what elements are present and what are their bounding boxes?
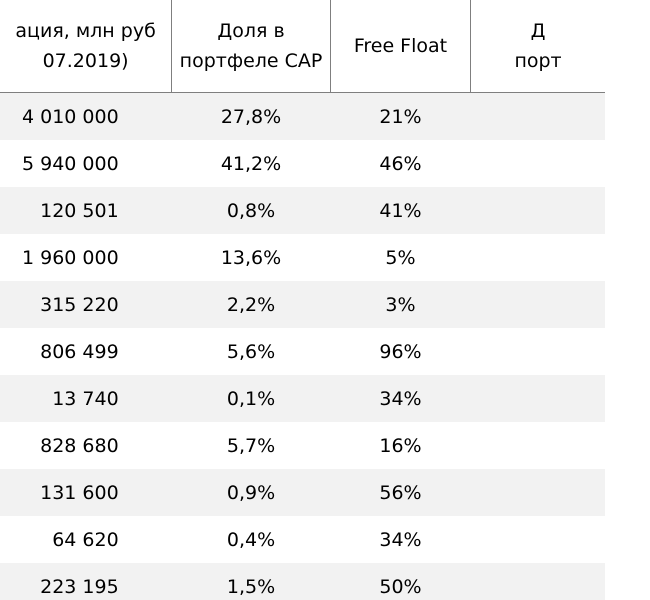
cell-portfolio-share[interactable]: 5,6%: [226, 340, 276, 363]
cell-free-float[interactable]: 96%: [379, 340, 422, 363]
header-cell-portfolio-share[interactable]: Доля в портфеле САР: [171, 0, 331, 93]
cell-next[interactable]: [470, 375, 605, 422]
cell-free-float[interactable]: 21%: [330, 92, 471, 140]
cell-free-float[interactable]: 46%: [379, 152, 422, 175]
cell-free-float[interactable]: 34%: [330, 375, 471, 422]
cell-portfolio-share[interactable]: 2,2%: [171, 281, 331, 328]
cell-portfolio-share[interactable]: 13,6%: [220, 246, 282, 269]
cell-portfolio-share[interactable]: 1,5%: [171, 563, 331, 600]
table-row: 5 940 000 41,2% 46%: [0, 140, 605, 187]
cell-capitalization[interactable]: 806 499: [40, 340, 119, 363]
cell-free-float[interactable]: 56%: [330, 469, 471, 516]
cell-next[interactable]: [470, 92, 605, 140]
table-row: 806 499 5,6% 96%: [0, 328, 605, 375]
table-row: 223 195 1,5% 50%: [0, 563, 605, 600]
cell-capitalization[interactable]: 315 220: [0, 281, 172, 328]
table-row: 828 680 5,7% 16%: [0, 422, 605, 469]
header-share-line1: Доля в: [217, 20, 285, 42]
cell-capitalization[interactable]: 64 620: [52, 528, 119, 551]
header-share-line2: портфеле САР: [179, 50, 323, 72]
cell-capitalization[interactable]: 223 195: [0, 563, 172, 600]
cell-next[interactable]: [470, 281, 605, 328]
cell-portfolio-share[interactable]: 0,1%: [171, 375, 331, 422]
header-next-line2: порт: [514, 50, 562, 72]
cell-capitalization[interactable]: 1 960 000: [21, 246, 119, 269]
cell-portfolio-share[interactable]: 41,2%: [220, 152, 282, 175]
header-row: ация, млн руб 07.2019) Доля в портфеле С…: [0, 0, 605, 93]
cell-next[interactable]: [471, 422, 605, 469]
cell-next[interactable]: [470, 187, 605, 234]
cell-next[interactable]: [471, 516, 605, 563]
header-capitalization-line1: ация, млн руб: [15, 20, 156, 42]
cell-portfolio-share[interactable]: 0,8%: [171, 187, 331, 234]
header-cell-free-float[interactable]: Free Float: [330, 0, 472, 93]
table-row: 120 501 0,8% 41%: [0, 187, 605, 234]
cell-portfolio-share[interactable]: 0,4%: [226, 528, 276, 551]
header-free-float: Free Float: [353, 35, 448, 57]
cell-free-float[interactable]: 50%: [330, 563, 471, 600]
cell-capitalization[interactable]: 5 940 000: [21, 152, 119, 175]
header-capitalization-line2: 07.2019): [42, 50, 129, 72]
cell-free-float[interactable]: 16%: [379, 434, 422, 457]
table-row: 64 620 0,4% 34%: [0, 516, 605, 563]
cell-portfolio-share[interactable]: 5,7%: [226, 434, 276, 457]
cell-next[interactable]: [471, 328, 605, 375]
table-row: 13 740 0,1% 34%: [0, 375, 605, 422]
cell-capitalization[interactable]: 13 740: [0, 375, 172, 422]
cell-capitalization[interactable]: 828 680: [40, 434, 119, 457]
cell-free-float[interactable]: 3%: [330, 281, 471, 328]
portfolio-table: ация, млн руб 07.2019) Доля в портфеле С…: [0, 0, 605, 600]
cell-free-float[interactable]: 41%: [330, 187, 471, 234]
cell-free-float[interactable]: 34%: [379, 528, 422, 551]
cell-portfolio-share[interactable]: 0,9%: [171, 469, 331, 516]
cell-free-float[interactable]: 5%: [385, 246, 416, 269]
cell-next[interactable]: [471, 140, 605, 187]
table-row: 4 010 000 27,8% 21%: [0, 92, 605, 140]
cell-next[interactable]: [470, 469, 605, 516]
table-row: 315 220 2,2% 3%: [0, 281, 605, 328]
table-row: 1 960 000 13,6% 5%: [0, 234, 605, 281]
cell-capitalization[interactable]: 4 010 000: [0, 92, 172, 140]
cell-capitalization[interactable]: 131 600: [0, 469, 172, 516]
table-row: 131 600 0,9% 56%: [0, 469, 605, 516]
header-next-line1: Д: [530, 20, 546, 42]
cell-next[interactable]: [470, 563, 605, 600]
header-cell-next[interactable]: Д порт: [470, 0, 605, 93]
cell-capitalization[interactable]: 120 501: [0, 187, 172, 234]
cell-portfolio-share[interactable]: 27,8%: [171, 92, 331, 140]
header-cell-capitalization[interactable]: ация, млн руб 07.2019): [0, 0, 173, 93]
cell-next[interactable]: [471, 234, 605, 281]
